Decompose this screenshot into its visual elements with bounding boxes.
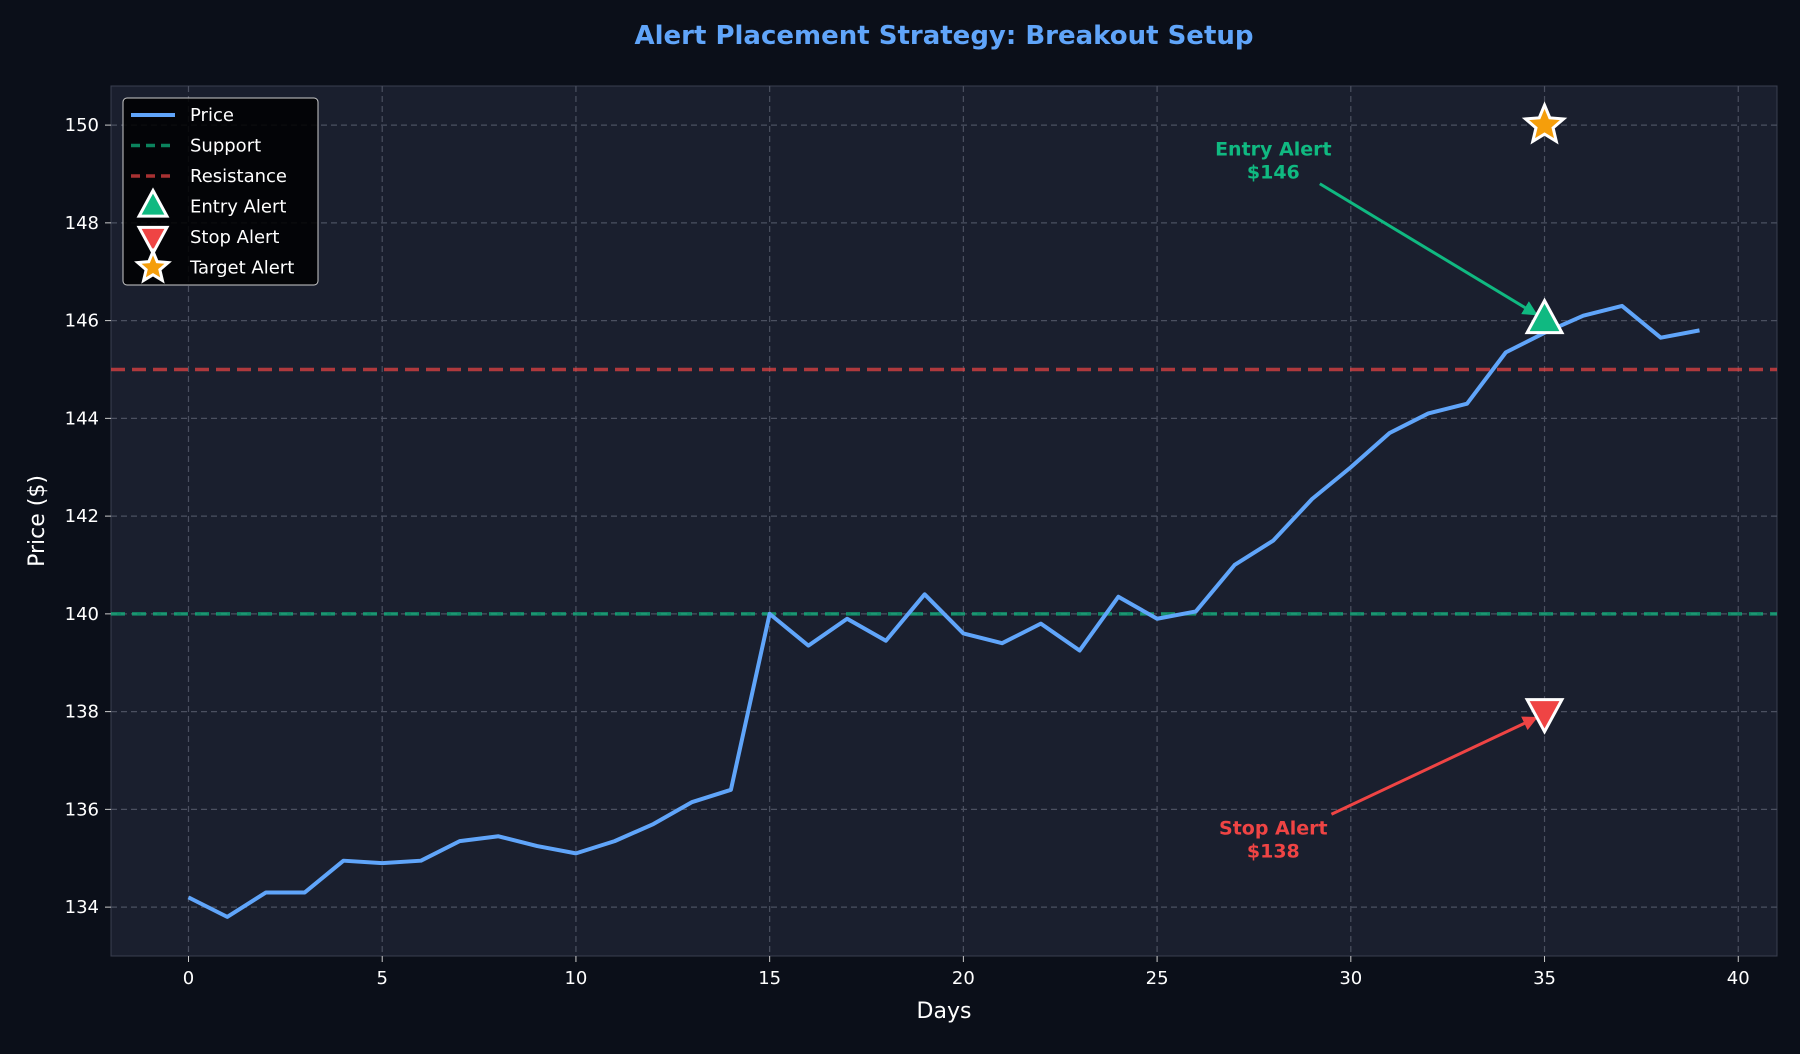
annotation-label: Entry Alert xyxy=(1215,138,1332,160)
markers xyxy=(1521,101,1568,735)
price-line xyxy=(187,303,1700,919)
annotation-value: $146 xyxy=(1247,161,1300,183)
legend-label: Price xyxy=(190,105,234,126)
x-axis-label: Days xyxy=(917,999,972,1024)
legend-label: Entry Alert xyxy=(190,197,286,218)
y-tick-label: 148 xyxy=(65,213,99,234)
legend: Price Support Resistance Entry Alert Stop Al… xyxy=(122,97,319,286)
entry-alert-marker xyxy=(136,187,170,218)
x-ticks: 0 5 10 15 20 25 30 35 40 xyxy=(183,956,1750,989)
legend-label: Support xyxy=(190,136,261,157)
y-axis-label: Price ($) xyxy=(25,475,50,567)
y-tick-label: 134 xyxy=(65,897,99,918)
x-tick-label: 15 xyxy=(758,968,781,989)
annotation-label: Stop Alert xyxy=(1219,818,1328,840)
y-tick-label: 146 xyxy=(65,311,99,332)
target-alert-marker xyxy=(1521,101,1568,145)
annotations: Entry Alert$146 Stop Alert$138 xyxy=(1215,138,1538,863)
x-tick-label: 25 xyxy=(1146,968,1169,989)
series xyxy=(187,303,1700,919)
legend-label: Target Alert xyxy=(189,258,294,279)
x-tick-label: 35 xyxy=(1533,968,1556,989)
target-alert-marker xyxy=(134,247,172,284)
reference-lines xyxy=(111,367,1777,616)
plot-area xyxy=(110,85,1778,957)
y-tick-label: 136 xyxy=(65,799,99,820)
annotation-value: $138 xyxy=(1247,841,1300,863)
x-tick-label: 5 xyxy=(376,968,387,989)
x-tick-label: 0 xyxy=(183,968,194,989)
annotation-arrow xyxy=(1330,716,1538,816)
stop-alert-marker xyxy=(136,225,170,257)
legend-label: Stop Alert xyxy=(190,227,280,248)
x-tick-label: 10 xyxy=(564,968,587,989)
y-tick-label: 140 xyxy=(65,604,99,625)
stop-alert-marker xyxy=(1524,698,1565,735)
y-ticks: 134 136 138 140 142 144 146 148 150 xyxy=(65,115,111,918)
chart-title: Alert Placement Strategy: Breakout Setup xyxy=(634,21,1253,51)
x-tick-label: 40 xyxy=(1727,968,1750,989)
y-tick-label: 142 xyxy=(65,506,99,527)
x-tick-label: 30 xyxy=(1339,968,1362,989)
entry-alert-marker xyxy=(1524,297,1565,335)
y-tick-label: 150 xyxy=(65,115,99,136)
x-tick-label: 20 xyxy=(952,968,975,989)
y-tick-label: 138 xyxy=(65,702,99,723)
annotation-arrow xyxy=(1319,182,1538,316)
y-tick-label: 144 xyxy=(65,408,99,429)
legend-label: Resistance xyxy=(190,166,287,187)
